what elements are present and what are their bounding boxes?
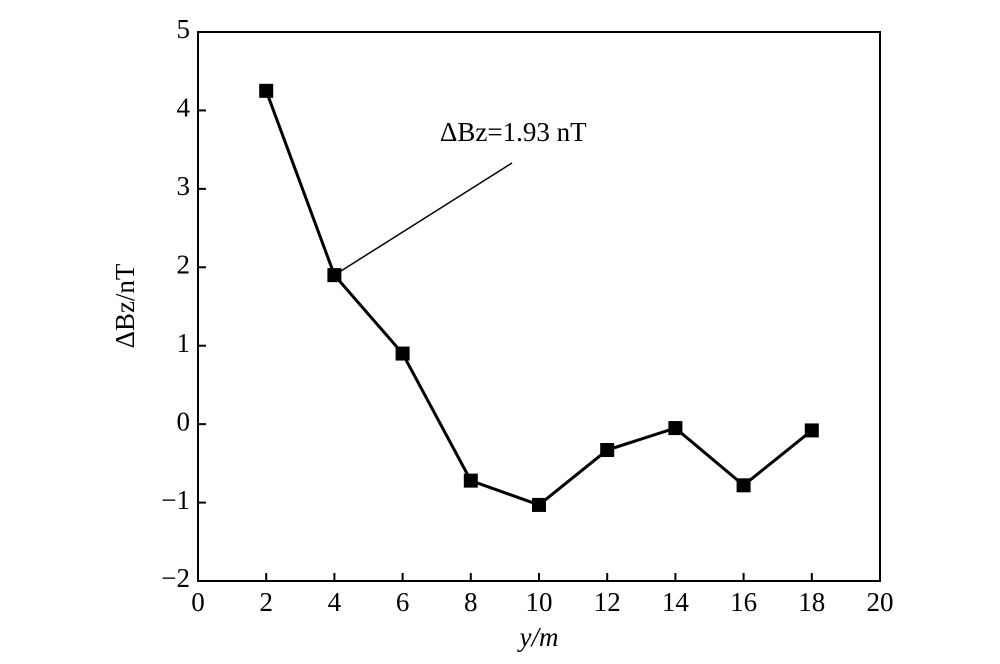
marker [668,421,683,436]
x-tick-label: 10 [526,587,553,617]
x-tick-label: 2 [259,587,273,617]
marker [259,83,274,98]
x-tick-label: 12 [594,587,621,617]
x-axis-label: y/m [517,622,559,652]
marker [804,423,819,438]
y-tick-label: 5 [177,14,191,44]
x-tick-label: 16 [730,587,757,617]
series-line [264,90,813,507]
y-tick-label: −2 [161,563,190,593]
x-tick-label: 20 [867,587,894,617]
marker [532,497,546,512]
marker [736,478,751,493]
y-tick-label: 3 [177,171,191,201]
marker [600,443,615,458]
y-tick-label: 0 [177,406,191,436]
y-tick-label: 4 [177,93,191,123]
y-axis-label: ΔBz/nT [110,263,140,348]
annotation: ΔBz=1.93 nT [440,117,587,147]
marker [463,473,478,488]
annotation-leader [333,162,513,276]
x-tick-label: 14 [662,587,690,617]
x-tick-label: 18 [798,587,825,617]
x-tick-label: 6 [396,587,410,617]
x-tick-label: 8 [464,587,478,617]
x-tick-label: 4 [328,587,342,617]
x-tick-label: 0 [191,587,205,617]
y-tick-label: 2 [177,249,191,279]
marker [395,346,410,361]
y-tick-label: 1 [177,328,191,358]
y-tick-label: −1 [161,485,190,515]
